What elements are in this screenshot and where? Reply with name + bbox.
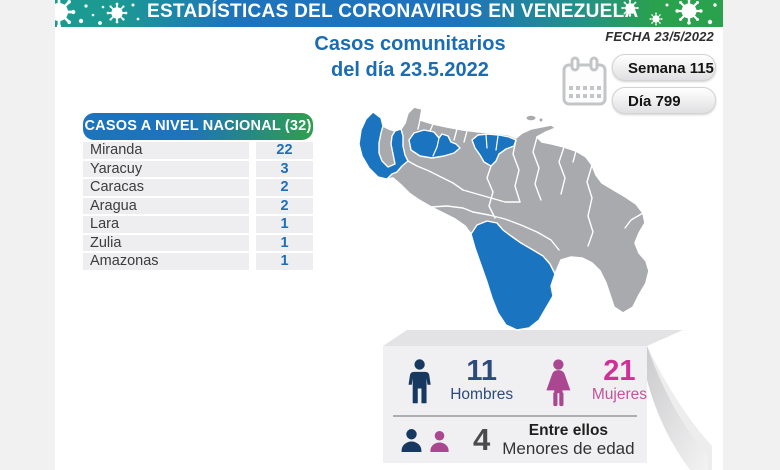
gender-row: 11 Hombres 21 Mujeres xyxy=(383,346,647,409)
region-name: Amazonas xyxy=(83,253,249,270)
title-banner: ESTADÍSTICAS DEL CORONAVIRUS EN VENEZUEL… xyxy=(55,0,723,27)
fecha-label: FECHA 23/5/2022 xyxy=(605,29,714,44)
hombres-stat: 11 Hombres xyxy=(450,357,513,404)
minors-count: 4 xyxy=(473,422,491,457)
region-value: 2 xyxy=(256,179,313,196)
region-name: Zulia xyxy=(83,234,249,251)
venezuela-map xyxy=(358,106,650,331)
cases-table: CASOS A NIVEL NACIONAL (32) Miranda 22 Y… xyxy=(83,113,313,270)
region-value: 3 xyxy=(256,160,313,177)
mujeres-count: 21 xyxy=(603,355,636,387)
map-state-lara-yaracuy xyxy=(408,129,461,159)
table-row: Caracas 2 xyxy=(83,179,313,196)
male-female-busts-icon xyxy=(399,428,451,453)
subtitle: Casos comunitarios del día 23.5.2022 xyxy=(283,31,537,83)
minors-label-line2: Menores de edad xyxy=(502,439,635,458)
table-row: Zulia 1 xyxy=(83,234,313,251)
minors-labels: Entre ellos Menores de edad xyxy=(502,422,634,458)
table-row: Miranda 22 xyxy=(83,142,313,159)
region-name: Miranda xyxy=(83,142,249,159)
map-state-amazonas xyxy=(470,220,556,331)
minors-label-line1: Entre ellos xyxy=(528,422,609,439)
table-row: Lara 1 xyxy=(83,216,313,233)
map-state-aragua-caracas-miranda xyxy=(471,133,517,167)
state-borders xyxy=(407,119,644,251)
region-value: 1 xyxy=(256,234,313,251)
male-icon xyxy=(408,359,431,404)
card-3d-platform xyxy=(383,330,712,470)
map-state-zulia xyxy=(358,111,409,180)
cases-table-title: CASOS A NIVEL NACIONAL (32) xyxy=(83,113,313,140)
region-name: Lara xyxy=(83,216,249,233)
week-badge: Semana 115 xyxy=(612,54,716,81)
card-divider xyxy=(393,415,637,417)
mujeres-stat: 21 Mujeres xyxy=(592,357,647,404)
female-icon xyxy=(546,359,571,407)
hombres-count: 11 xyxy=(466,355,497,387)
mujeres-label: Mujeres xyxy=(591,386,647,403)
subtitle-line1: Casos comunitarios xyxy=(314,33,506,55)
region-name: Caracas xyxy=(83,179,249,196)
right-margin-strip xyxy=(723,0,780,470)
region-name: Yaracuy xyxy=(83,160,249,177)
table-row: Aragua 2 xyxy=(83,197,313,214)
table-row: Yaracuy 3 xyxy=(83,160,313,177)
region-value: 1 xyxy=(256,253,313,270)
region-value: 22 xyxy=(256,142,313,159)
gender-stats-card: 11 Hombres 21 Mujeres 4 xyxy=(383,346,647,463)
minors-row: 4 Entre ellos Menores de edad xyxy=(383,417,647,458)
table-row: Amazonas 1 xyxy=(83,253,313,270)
region-value: 1 xyxy=(256,216,313,233)
hombres-label: Hombres xyxy=(450,386,514,403)
region-name: Aragua xyxy=(83,197,249,214)
region-value: 2 xyxy=(256,197,313,214)
subtitle-line2: del día 23.5.2022 xyxy=(331,59,489,81)
calendar-icon xyxy=(562,56,607,106)
day-badge: Día 799 xyxy=(612,87,716,114)
page-title: ESTADÍSTICAS DEL CORONAVIRUS EN VENEZUEL… xyxy=(147,1,639,22)
left-margin-strip xyxy=(0,0,55,470)
